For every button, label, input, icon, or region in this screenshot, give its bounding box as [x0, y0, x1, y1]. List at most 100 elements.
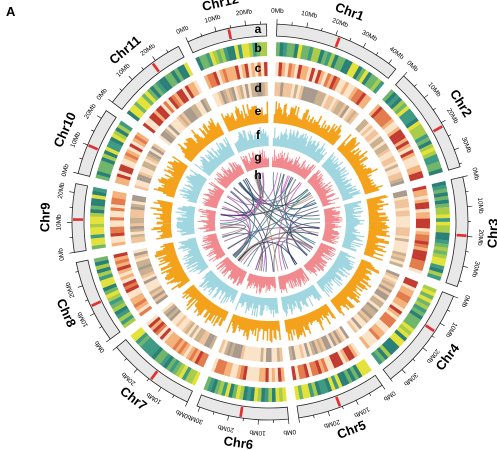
track-d-bin — [132, 194, 147, 201]
track-d-bin — [142, 160, 157, 170]
track-g-histogram — [271, 149, 317, 180]
track-d-bin — [395, 227, 410, 231]
track-b-bin — [435, 214, 450, 219]
track-b-bin — [184, 368, 195, 383]
track-d-bin — [178, 113, 190, 127]
track-d-bin — [395, 207, 410, 212]
track-b-bin — [398, 108, 413, 121]
track-b-bin — [376, 347, 389, 361]
track-c-bin — [398, 146, 413, 156]
track-c-bin — [184, 84, 195, 99]
track-c-bin — [407, 266, 423, 275]
track-d-bin — [171, 311, 184, 324]
track-d-bin — [130, 217, 145, 221]
centromere-chr6 — [239, 406, 244, 417]
track-c-bin — [232, 363, 240, 379]
track-d-bin — [227, 87, 235, 102]
track-c-bin — [244, 63, 250, 78]
track-d-bin — [230, 86, 238, 102]
centromere-chr1 — [334, 37, 341, 48]
track-c-bin — [345, 84, 356, 99]
synteny-link — [286, 210, 319, 266]
track-d-bin — [279, 347, 284, 362]
track-d-bin — [386, 169, 401, 177]
track-f-histogram — [234, 127, 269, 153]
track-c-bin — [414, 237, 430, 242]
track-c-bin — [412, 185, 427, 192]
synteny-link — [240, 230, 319, 263]
track-d-bin — [196, 329, 206, 343]
track-b-bin — [136, 98, 150, 111]
track-b-bin — [330, 54, 340, 69]
track-c-bin — [368, 103, 381, 117]
synteny-link — [237, 241, 298, 265]
track-d-bin — [367, 299, 381, 311]
track-c-bin — [134, 134, 148, 145]
ideogram-chr5 — [296, 374, 383, 419]
track-b-bin — [349, 63, 360, 79]
track-c-bin — [237, 64, 244, 79]
track-c-bin — [305, 66, 313, 82]
track-d-bin — [150, 287, 164, 298]
track-b-bin — [306, 46, 314, 62]
track-b-bin — [355, 67, 367, 82]
track-b-bin — [158, 78, 170, 92]
tick-mark — [229, 24, 231, 29]
track-d-bin — [186, 323, 198, 337]
track-d-bin — [198, 330, 209, 344]
track-b-bin — [246, 386, 252, 401]
tick-mark — [431, 335, 435, 338]
track-b-bin — [110, 299, 125, 310]
track-c-bin — [118, 269, 134, 278]
track-b-bin — [435, 206, 450, 212]
track-b-bin — [255, 42, 261, 57]
tick-mark — [73, 171, 79, 174]
track-b-bin — [403, 114, 417, 126]
track-b-bin — [389, 334, 403, 348]
track-c-bin — [388, 304, 403, 315]
track-b-bin — [310, 47, 318, 62]
track-b-bin — [407, 312, 421, 324]
track-d-bin — [393, 195, 409, 202]
track-d-bin — [181, 319, 193, 333]
track-b-bin — [403, 318, 417, 330]
track-letter-c: c — [255, 61, 262, 75]
track-b-bin — [340, 58, 350, 74]
track-b-bin — [96, 266, 112, 274]
tick-label: 10Mb — [56, 214, 63, 231]
track-b-bin — [149, 85, 162, 99]
track-c-bin — [339, 81, 350, 96]
track-c-bin — [363, 331, 376, 345]
track-b-bin — [131, 104, 145, 117]
track-c-bin — [415, 215, 430, 219]
tick-label: 10Mb — [426, 81, 442, 98]
track-d-bin — [177, 316, 189, 330]
track-c-bin — [154, 323, 168, 336]
track-c-bin — [284, 62, 290, 78]
track-b-bin — [410, 126, 425, 138]
track-c-bin — [311, 360, 320, 376]
track-d-bin — [130, 236, 146, 241]
tick-mark — [462, 266, 468, 268]
synteny-link — [220, 178, 254, 217]
track-d-bin — [176, 115, 188, 129]
track-d-bin — [236, 85, 243, 100]
track-b-bin — [417, 140, 433, 150]
track-d-bin — [242, 345, 249, 360]
track-b-bin — [94, 259, 110, 267]
track-d-bin — [323, 95, 332, 109]
track-c-bin — [300, 364, 307, 379]
track-b-bin — [219, 48, 227, 63]
track-d-bin — [303, 86, 310, 102]
track-d-bin — [385, 269, 400, 278]
track-d-bin — [365, 301, 379, 313]
track-b-bin — [206, 377, 216, 392]
track-c-bin — [377, 318, 390, 331]
track-b-bin — [333, 55, 343, 71]
track-d-bin — [384, 163, 399, 173]
tick-mark — [96, 115, 102, 119]
track-c-bin — [387, 126, 401, 138]
track-d-bin — [185, 108, 197, 122]
track-b-bin — [414, 300, 429, 311]
track-d-bin — [274, 82, 278, 97]
